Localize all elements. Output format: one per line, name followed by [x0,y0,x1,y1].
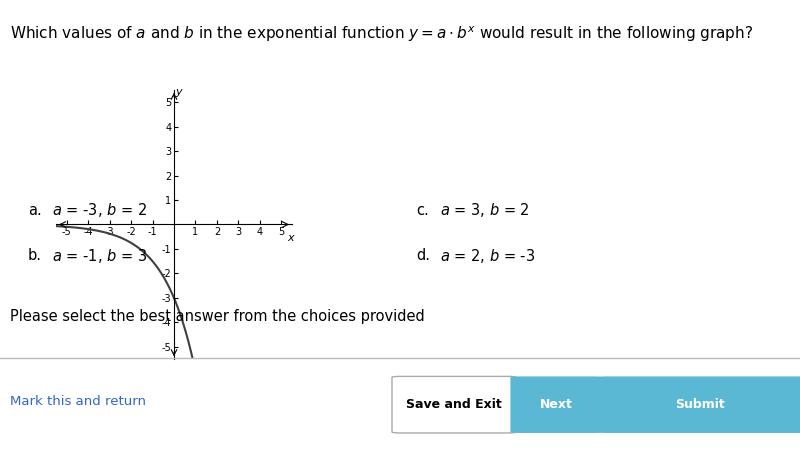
Text: $a$ = 2, $b$ = -3: $a$ = 2, $b$ = -3 [440,247,535,265]
Text: a.: a. [28,203,42,218]
Text: x: x [288,233,294,243]
Text: b.: b. [28,248,42,263]
Text: Please select the best answer from the choices provided: Please select the best answer from the c… [10,308,424,324]
FancyBboxPatch shape [392,376,516,433]
Text: Which values of $a$ and $b$ in the exponential function $y = a \cdot b^x$ would : Which values of $a$ and $b$ in the expon… [10,25,753,44]
Text: Next: Next [539,398,573,411]
Text: c.: c. [416,203,429,218]
FancyBboxPatch shape [598,376,800,433]
Text: $a$ = 3, $b$ = 2: $a$ = 3, $b$ = 2 [440,201,530,219]
Text: Mark this and return: Mark this and return [10,396,146,408]
Text: $a$ = -1, $b$ = 3: $a$ = -1, $b$ = 3 [52,247,147,265]
Text: Submit: Submit [675,398,725,411]
Text: $a$ = -3, $b$ = 2: $a$ = -3, $b$ = 2 [52,201,147,219]
FancyBboxPatch shape [510,376,602,433]
Text: y: y [175,87,182,97]
Text: Save and Exit: Save and Exit [406,398,502,411]
Text: d.: d. [416,248,430,263]
